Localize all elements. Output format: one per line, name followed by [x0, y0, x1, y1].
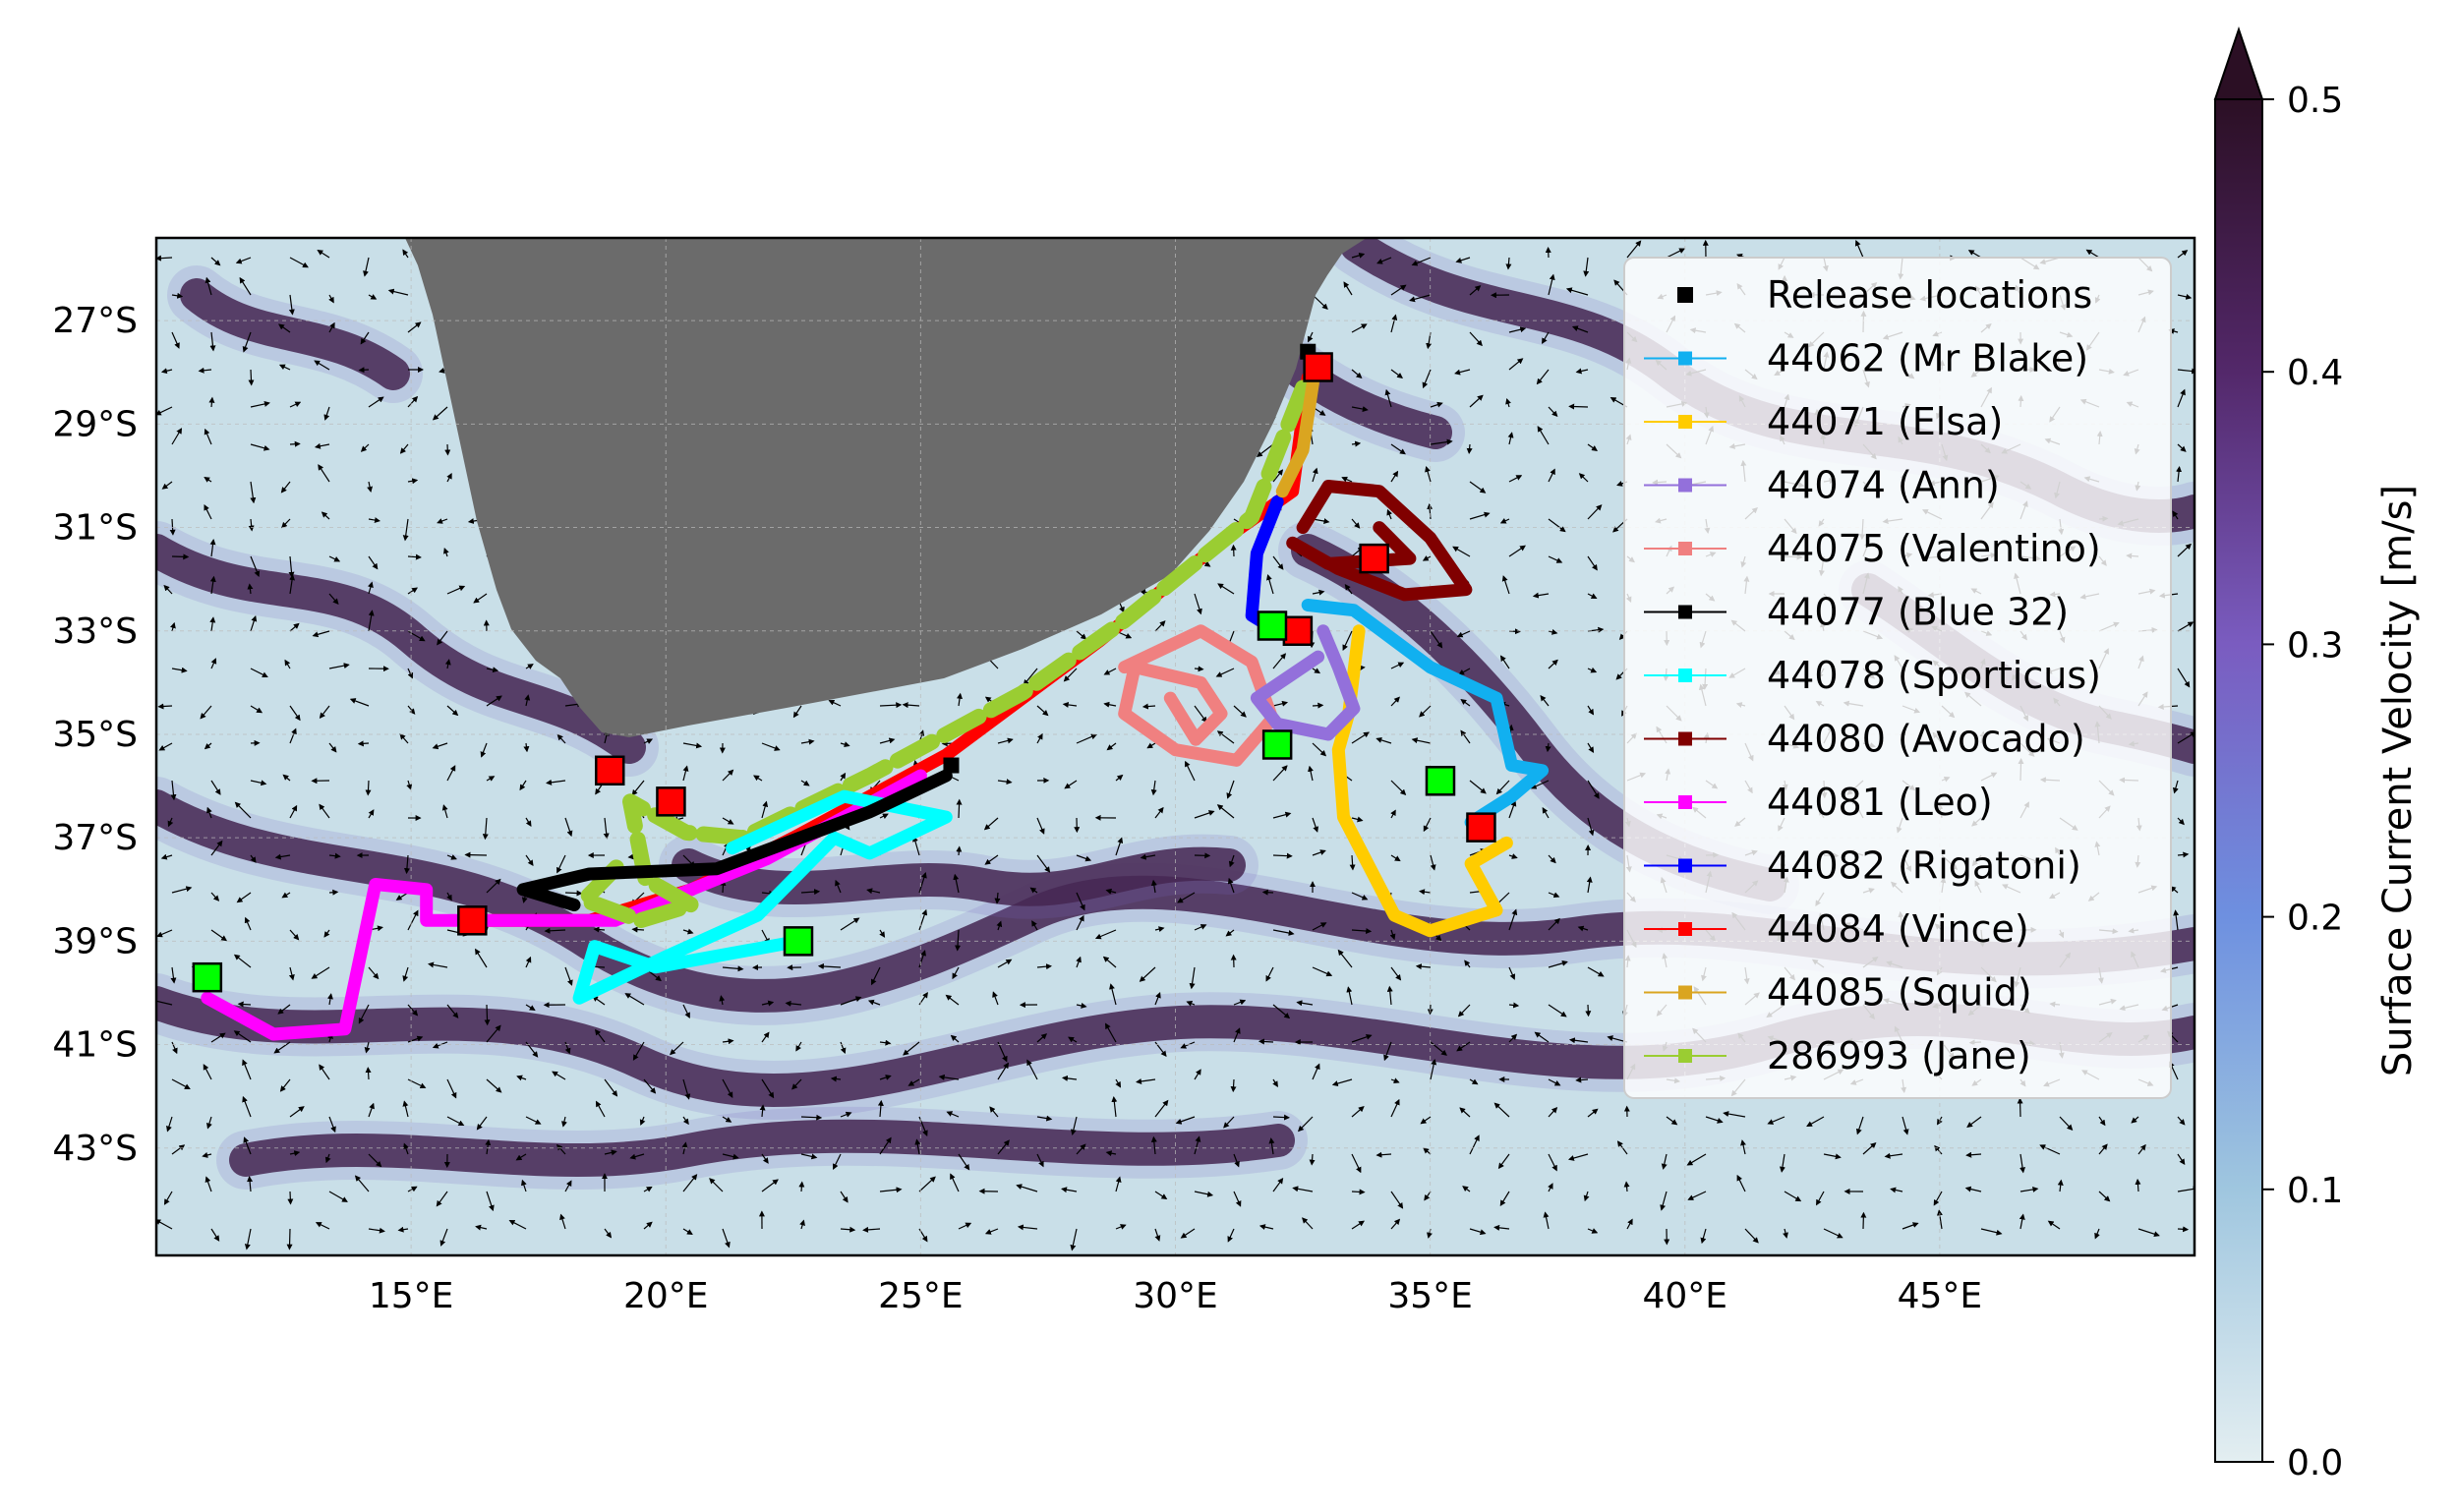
legend-label: 44084 (Vince): [1767, 907, 2029, 951]
end-marker-red: [1303, 352, 1333, 382]
lon-tick-label: 40°E: [1642, 1276, 1727, 1316]
legend-marker: [1678, 351, 1692, 366]
lon-tick-labels: 15°E 20°E 25°E 30°E 35°E 40°E 45°E: [369, 1276, 1982, 1316]
lat-tick-label: 35°S: [52, 715, 138, 755]
colorbar-ticks: 0.0 0.1 0.2 0.3 0.4 0.5: [2262, 81, 2343, 1483]
colorbar-tick-label: 0.2: [2287, 899, 2343, 939]
lat-tick-label: 31°S: [52, 508, 138, 549]
end-point-markers: [192, 343, 1496, 993]
end-marker-red: [656, 786, 686, 817]
end-marker-green: [192, 961, 223, 993]
legend-label: 44081 (Leo): [1767, 781, 1993, 824]
legend-marker: [1678, 731, 1692, 746]
legend-label: 44075 (Valentino): [1767, 527, 2101, 570]
land-africa: [405, 238, 1367, 737]
drifter-track: [1286, 480, 1473, 602]
legend-box: [1623, 257, 2172, 1099]
lon-tick-label: 45°E: [1898, 1276, 1983, 1316]
legend-marker: [1678, 922, 1692, 936]
lat-tick-label: 43°S: [52, 1129, 138, 1169]
legend-label: 44074 (Ann): [1767, 464, 2000, 507]
release-location-marker: [943, 757, 960, 774]
legend-label: 286993 (Jane): [1767, 1034, 2031, 1077]
legend-marker: [1678, 415, 1692, 429]
drifter-track: [1275, 376, 1319, 498]
legend-marker: [1678, 669, 1692, 682]
lat-tick-label: 27°S: [52, 301, 138, 341]
colorbar-gradient: [2214, 98, 2263, 1463]
end-marker-green: [1257, 611, 1288, 641]
lon-tick-label: 25°E: [878, 1276, 964, 1316]
legend-label: 44078 (Sporticus): [1767, 654, 2101, 697]
colorbar: 0.0 0.1 0.2 0.3 0.4 0.5 Surface Current Veloc…: [2213, 26, 2421, 1483]
end-marker-green: [783, 926, 814, 957]
end-marker-red: [1466, 812, 1496, 843]
legend-label: 44085 (Squid): [1767, 971, 2032, 1015]
end-marker-green: [1261, 729, 1293, 760]
legend-marker: [1678, 795, 1692, 809]
colorbar-label: Surface Current Velocity [m/s]: [2375, 485, 2421, 1076]
lat-tick-label: 41°S: [52, 1025, 138, 1066]
lat-tick-label: 39°S: [52, 921, 138, 961]
end-marker-red: [594, 755, 625, 786]
legend: Release locations 44062 (Mr Blake) 44071 (…: [1623, 257, 2172, 1099]
legend-marker: [1678, 1049, 1692, 1063]
end-marker-green: [1425, 766, 1456, 796]
end-marker-red: [457, 905, 488, 936]
legend-label: 44071 (Elsa): [1767, 400, 2003, 443]
legend-label: 44062 (Mr Blake): [1767, 337, 2088, 380]
legend-label: Release locations: [1767, 273, 2092, 317]
lat-tick-label: 29°S: [52, 404, 138, 444]
legend-marker: [1678, 858, 1692, 873]
lon-tick-label: 30°E: [1133, 1276, 1218, 1316]
legend-marker: [1677, 287, 1693, 303]
lon-tick-label: 20°E: [623, 1276, 709, 1316]
colorbar-tick-label: 0.5: [2287, 81, 2343, 121]
colorbar-tick-label: 0.1: [2287, 1171, 2343, 1211]
colorbar-extend-arrow: [2213, 26, 2264, 100]
lat-tick-label: 37°S: [52, 818, 138, 858]
drifter-track: [572, 789, 953, 1005]
legend-marker: [1678, 542, 1692, 555]
drifter-track: [576, 379, 1312, 929]
drifter-track: [1118, 624, 1279, 767]
colorbar-tick-label: 0.4: [2287, 353, 2343, 393]
colorbar-tick-label: 0.0: [2287, 1443, 2343, 1483]
legend-marker: [1678, 478, 1692, 493]
legend-label: 44082 (Rigatoni): [1767, 844, 2081, 888]
lat-tick-label: 33°S: [52, 611, 138, 652]
legend-marker: [1678, 985, 1692, 1000]
lat-tick-labels: 27°S 29°S 31°S 33°S 35°S 37°S 39°S 41°S 43°S: [52, 301, 138, 1169]
legend-label: 44077 (Blue 32): [1767, 591, 2069, 634]
end-marker-red: [1282, 615, 1314, 647]
drifter-track: [1250, 624, 1361, 741]
legend-marker: [1678, 605, 1692, 619]
gridlines: [156, 238, 2195, 1255]
colorbar-tick-label: 0.3: [2287, 625, 2343, 666]
drifter-track: [201, 769, 927, 1041]
drifter-tracks: [201, 371, 1550, 1041]
drifter-track: [516, 769, 953, 911]
map-frame: [154, 236, 2196, 1257]
legend-label: 44080 (Avocado): [1767, 718, 2085, 761]
lon-tick-label: 35°E: [1387, 1276, 1473, 1316]
lon-tick-label: 15°E: [369, 1276, 454, 1316]
end-marker-red: [1359, 543, 1389, 574]
